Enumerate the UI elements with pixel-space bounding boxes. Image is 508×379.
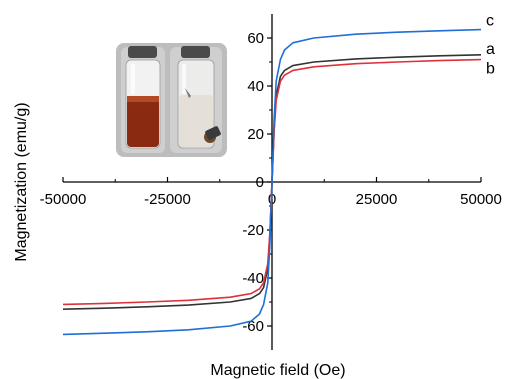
x-tick-label: 50000 [460,191,502,208]
inset-vial-photo [116,43,227,157]
y-tick-label: 0 [256,174,264,191]
series-label-c: c [486,13,494,30]
x-axis-title: Magnetic field (Oe) [210,362,345,379]
y-tick-label: -60 [242,318,264,335]
vial-dispersed-icon [121,46,165,153]
y-tick-label: 20 [247,126,264,143]
series-label-a: a [486,41,495,58]
y-tick-label: -20 [242,222,264,239]
series-label-b: b [486,61,495,78]
y-axis-title: Magnetization (emu/g) [13,102,30,261]
x-tick-label: 25000 [356,191,398,208]
series-line-c [62,28,482,336]
x-tick-label: -25000 [144,191,191,208]
y-tick-label: 60 [247,30,264,47]
y-tick-label: -40 [242,270,264,287]
vial-separated-icon [170,46,222,153]
x-tick-label: -50000 [40,191,87,208]
axis-labels: Magnetic field (Oe) Magnetization (emu/g) [13,102,346,379]
series-lines: ab c [62,13,495,336]
y-tick-label: 40 [247,78,264,95]
